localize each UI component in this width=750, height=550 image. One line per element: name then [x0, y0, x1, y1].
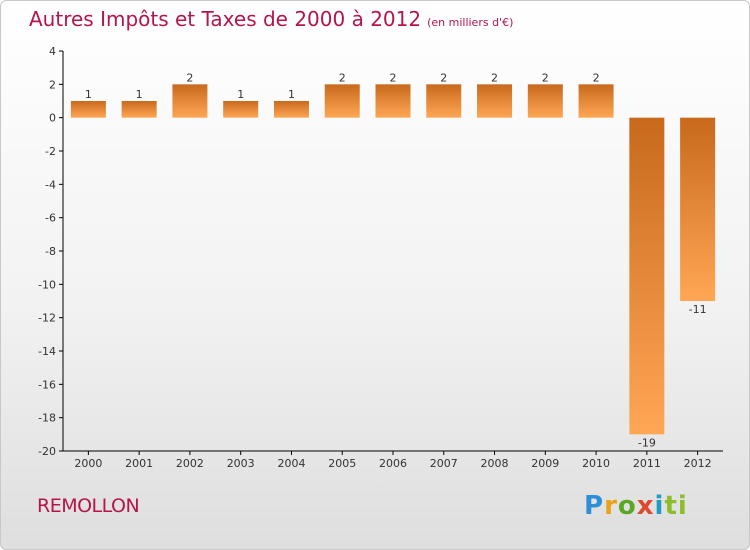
bar [375, 84, 411, 118]
y-tick-label: -14 [38, 345, 56, 358]
data-label: -11 [689, 303, 707, 316]
y-tick-label: 0 [49, 112, 56, 125]
data-label: 2 [339, 71, 346, 84]
y-tick-label: -20 [38, 445, 56, 458]
x-tick-label: 2002 [176, 457, 204, 470]
bar [70, 101, 106, 118]
logo-letter: ti [664, 491, 688, 521]
x-tick-label: 2001 [125, 457, 153, 470]
chart-title-text: Autres Impôts et Taxes de 2000 à 2012 [29, 7, 422, 31]
data-label: 1 [288, 88, 295, 101]
x-tick-label: 2000 [74, 457, 102, 470]
bar [426, 84, 462, 118]
data-label: 2 [390, 71, 397, 84]
data-label: 2 [491, 71, 498, 84]
y-tick-label: -2 [45, 145, 56, 158]
y-tick-label: -10 [38, 278, 56, 291]
x-tick-label: 2009 [531, 457, 559, 470]
bar [578, 84, 614, 118]
data-label: 1 [237, 88, 244, 101]
data-label: 2 [593, 71, 600, 84]
y-tick-label: -6 [45, 212, 56, 225]
data-label: 2 [542, 71, 549, 84]
proxiti-logo[interactable]: Proxiti [584, 491, 688, 521]
data-label: 1 [136, 88, 143, 101]
unit-note: (en milliers d'€) [427, 16, 514, 29]
logo-letter: o [617, 491, 637, 521]
bar [273, 101, 309, 118]
bar [223, 101, 259, 118]
y-tick-label: 2 [49, 78, 56, 91]
y-tick-label: 4 [49, 45, 56, 58]
bar [121, 101, 157, 118]
x-tick-label: 2012 [684, 457, 712, 470]
logo-letter: i [654, 491, 665, 521]
x-tick-label: 2006 [379, 457, 407, 470]
bar [680, 117, 716, 302]
y-tick-label: -4 [45, 178, 56, 191]
y-tick-label: -12 [38, 312, 56, 325]
x-tick-label: 2005 [328, 457, 356, 470]
x-tick-label: 2007 [430, 457, 458, 470]
x-tick-label: 2011 [633, 457, 661, 470]
data-label: 1 [85, 88, 92, 101]
x-tick-label: 2010 [582, 457, 610, 470]
y-tick-label: -18 [38, 412, 56, 425]
y-tick-label: -16 [38, 378, 56, 391]
data-label: -19 [638, 436, 656, 449]
data-label: 2 [186, 71, 193, 84]
logo-letter: r [604, 491, 618, 521]
bar [324, 84, 360, 118]
bar [629, 117, 665, 435]
bar [477, 84, 513, 118]
bar [172, 84, 208, 118]
data-label: 2 [440, 71, 447, 84]
x-tick-label: 2004 [277, 457, 305, 470]
commune-name: REMOLLON [37, 495, 140, 517]
y-tick-label: -8 [45, 245, 56, 258]
chart-title: Autres Impôts et Taxes de 2000 à 2012 (en… [29, 7, 513, 31]
x-tick-label: 2008 [481, 457, 509, 470]
bar [527, 84, 563, 118]
logo-letter: x [636, 491, 655, 521]
logo-letter: P [584, 491, 605, 521]
x-tick-label: 2003 [227, 457, 255, 470]
